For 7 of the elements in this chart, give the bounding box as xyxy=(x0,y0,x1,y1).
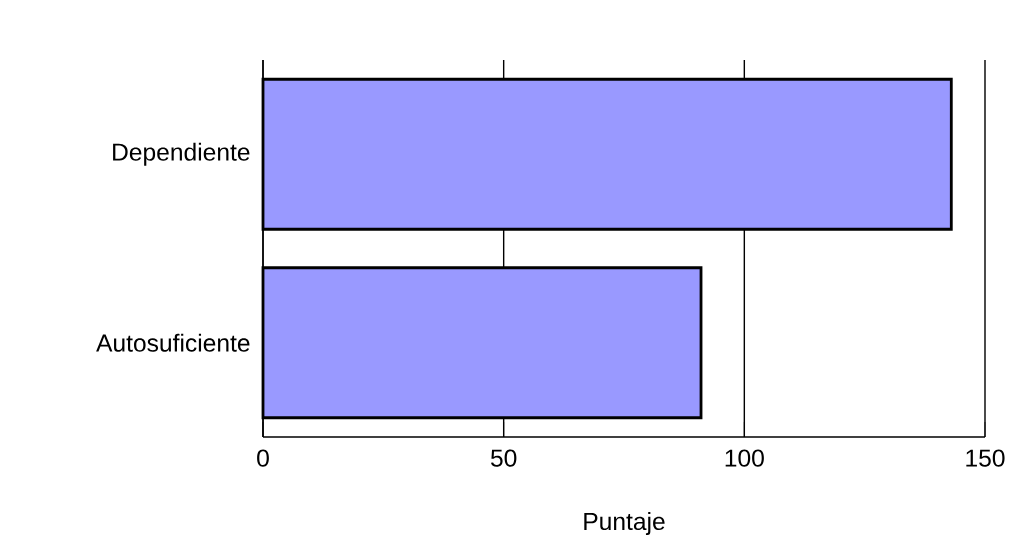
y-tick-label: Dependiente xyxy=(113,142,250,166)
x-tick-label: 100 xyxy=(725,449,764,467)
y-tick-label: Autosuficiente xyxy=(96,333,250,352)
x-tick-label: 150 xyxy=(966,449,1005,467)
x-tick-label: 0 xyxy=(257,449,269,467)
x-tick-label: 50 xyxy=(490,449,517,467)
x-axis-title: Puntaje xyxy=(584,512,665,536)
